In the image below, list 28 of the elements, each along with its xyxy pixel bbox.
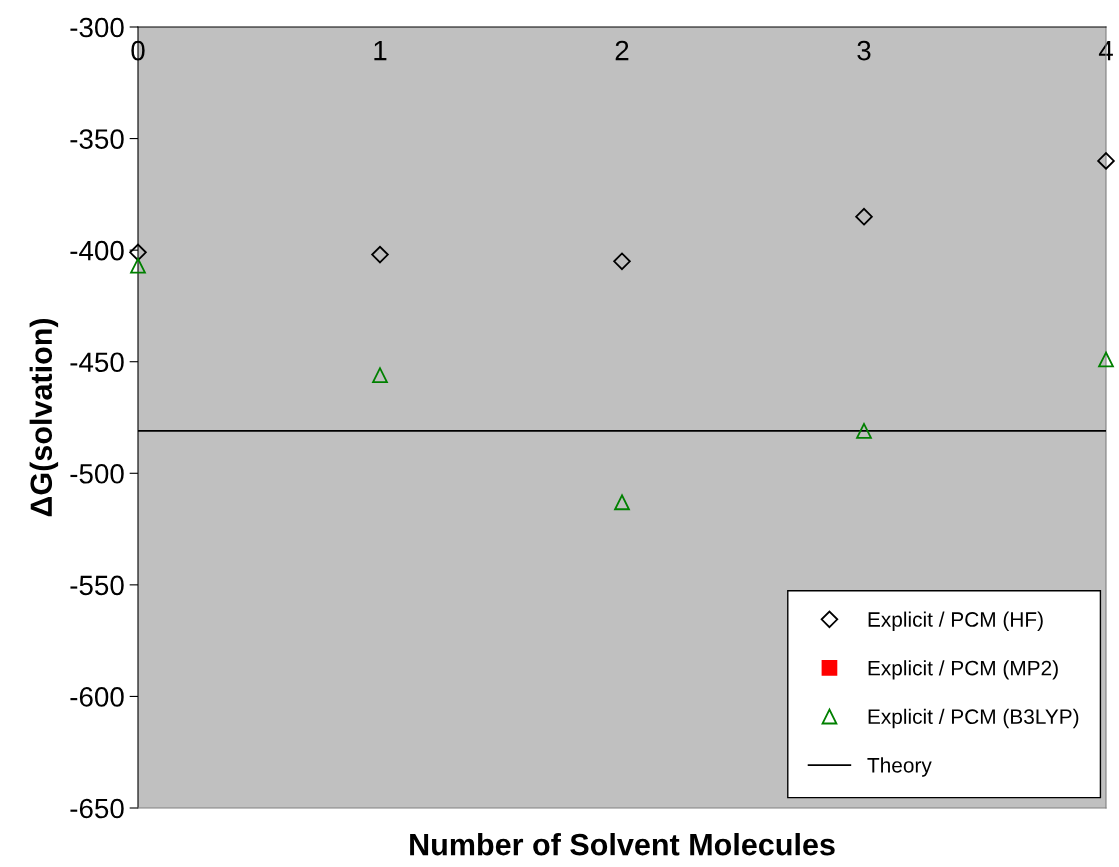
- y-tick-label: -600: [70, 687, 124, 707]
- point: [614, 494, 630, 511]
- x-axis-title: Number of Solvent Molecules: [410, 833, 835, 856]
- legend-label: Explicit / PCM (MP2): [868, 660, 1058, 680]
- x-tick-label: 1: [374, 41, 387, 61]
- y-tick-label: -300: [70, 17, 124, 38]
- x-tick-label: 4: [1098, 41, 1113, 61]
- y-tick-label: -550: [70, 575, 124, 596]
- point: [1097, 152, 1115, 170]
- point: [129, 243, 147, 262]
- point: [1098, 351, 1114, 368]
- y-tick-label: -500: [70, 463, 124, 484]
- x-tick-label: 2: [615, 40, 629, 61]
- y-tick-label: -350: [70, 129, 124, 149]
- point: [856, 423, 872, 439]
- point: [372, 367, 388, 383]
- y-tick-label: -450: [70, 352, 124, 373]
- legend-label: Explicit / PCM (HF): [868, 611, 1043, 631]
- legend-label: Theory: [867, 757, 932, 777]
- y-tick-label: -400: [70, 240, 124, 261]
- point: [613, 252, 631, 271]
- point: [855, 207, 873, 226]
- point: [371, 245, 389, 264]
- y-axis-title: ΔG(solvation): [29, 318, 59, 517]
- y-tick-label: -650: [70, 798, 124, 819]
- point: [130, 257, 146, 274]
- legend-label: Explicit / PCM (B3LYP): [868, 708, 1079, 729]
- x-tick-label: 3: [857, 40, 871, 61]
